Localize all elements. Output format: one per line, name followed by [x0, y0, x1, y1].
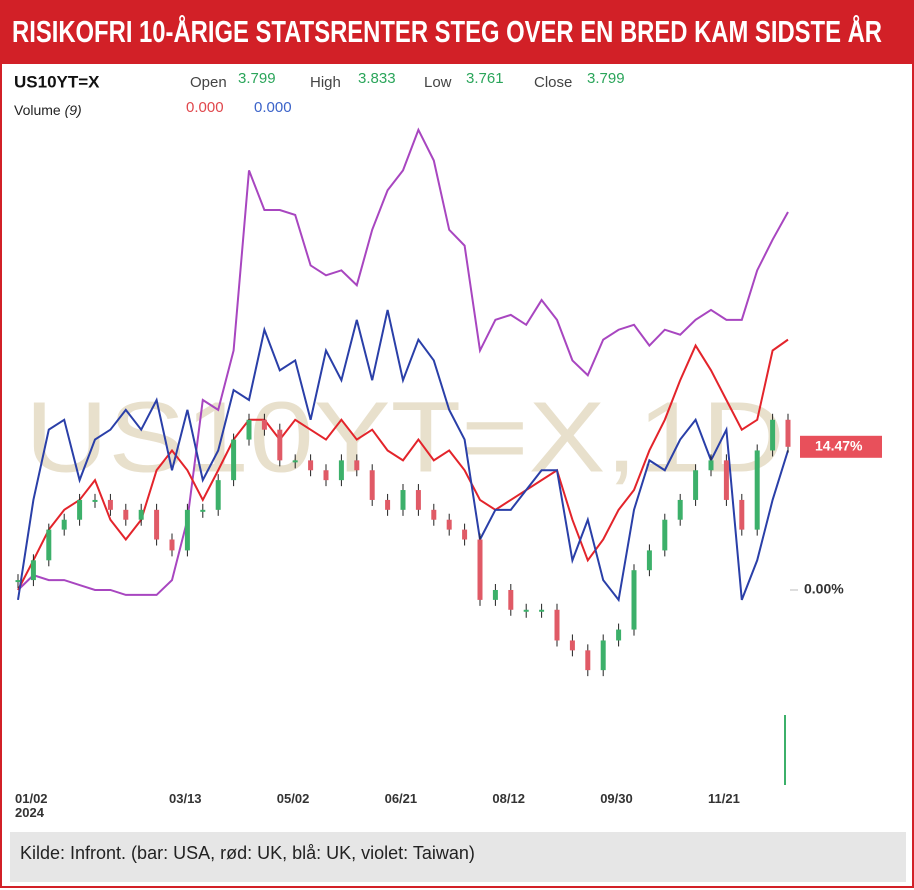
- bar: [231, 439, 237, 481]
- quote-label: Close: [534, 74, 572, 91]
- bar: [723, 460, 729, 500]
- bar: [400, 490, 406, 510]
- quote-label: Open: [190, 74, 227, 91]
- bar: [261, 419, 267, 430]
- volume-name: Volume: [14, 102, 61, 118]
- bar: [246, 419, 252, 440]
- bar: [585, 650, 591, 671]
- bar: [523, 609, 529, 612]
- bar: [107, 499, 113, 510]
- source: Kilde: Infront. (bar: USA, rød: UK, blå:…: [20, 843, 475, 863]
- bar: [431, 509, 437, 520]
- quote-value: 3.799: [587, 70, 625, 87]
- bar: [46, 529, 52, 561]
- x-tick-label: 08/12: [492, 791, 525, 806]
- bar: [138, 509, 144, 520]
- chart-title: RISIKOFRI 10-ÅRIGE STATSRENTER STEG OVER…: [12, 14, 882, 49]
- x-tick-label: 11/21: [708, 791, 740, 806]
- y-tick-label: 0.00%: [804, 581, 844, 597]
- bar: [15, 580, 21, 583]
- bar: [785, 419, 791, 447]
- bar: [446, 519, 452, 530]
- bar: [600, 640, 606, 671]
- volume-value: 0.000: [186, 99, 224, 116]
- bar: [554, 609, 560, 641]
- bar: [308, 460, 314, 471]
- bar: [770, 419, 776, 451]
- bar: [616, 629, 622, 641]
- bar: [292, 460, 298, 463]
- volume-value: 0.000: [254, 99, 292, 116]
- bar: [693, 470, 699, 500]
- bar: [631, 570, 637, 630]
- bar: [323, 470, 329, 481]
- bar: [662, 519, 668, 551]
- x-tick-label: 05/02: [277, 791, 310, 806]
- bar: [646, 550, 652, 571]
- bar: [569, 640, 575, 651]
- footer-band: [10, 832, 906, 882]
- bar: [277, 429, 283, 461]
- quote-label: Low: [424, 74, 452, 91]
- bar: [77, 499, 83, 520]
- bar: [477, 539, 483, 600]
- bar: [200, 509, 206, 512]
- bar: [61, 519, 67, 530]
- header-band: [0, 0, 914, 64]
- bar: [123, 509, 129, 520]
- bar: [369, 470, 375, 500]
- quote-value: 3.833: [358, 70, 396, 87]
- bar: [739, 499, 745, 530]
- quote-value: 3.761: [466, 70, 504, 87]
- volume-period: (9): [65, 102, 82, 118]
- bar: [508, 589, 514, 610]
- bar: [92, 499, 98, 502]
- current-value-box: [800, 435, 882, 458]
- bar: [154, 509, 160, 540]
- bar: [215, 480, 221, 510]
- bar: [415, 490, 421, 510]
- watermark: US10YT=X,1D: [25, 381, 785, 493]
- bar: [338, 460, 344, 481]
- quote-value: 3.799: [238, 70, 276, 87]
- quote-label: High: [310, 74, 341, 91]
- bar: [385, 499, 391, 510]
- bar: [30, 560, 36, 581]
- x-tick-label: 03/13: [169, 791, 202, 806]
- bar: [354, 460, 360, 471]
- series-line: [17, 338, 789, 591]
- volume-label: Volume (9): [14, 102, 82, 118]
- series-line: [17, 309, 789, 603]
- symbol: US10YT=X: [14, 72, 100, 91]
- bar: [754, 450, 760, 530]
- bar: [492, 589, 498, 600]
- x-tick-label: 09/30: [600, 791, 633, 806]
- bar: [184, 509, 190, 551]
- bar: [677, 499, 683, 520]
- bar: [462, 529, 468, 540]
- x-tick-label: 06/21: [385, 791, 418, 806]
- current-value-label: 14.47%: [815, 438, 863, 454]
- bar: [708, 460, 714, 471]
- x-tick-label: 01/02 2024: [15, 791, 48, 820]
- bar: [539, 609, 545, 612]
- bar: [169, 539, 175, 551]
- series-line: [17, 127, 789, 596]
